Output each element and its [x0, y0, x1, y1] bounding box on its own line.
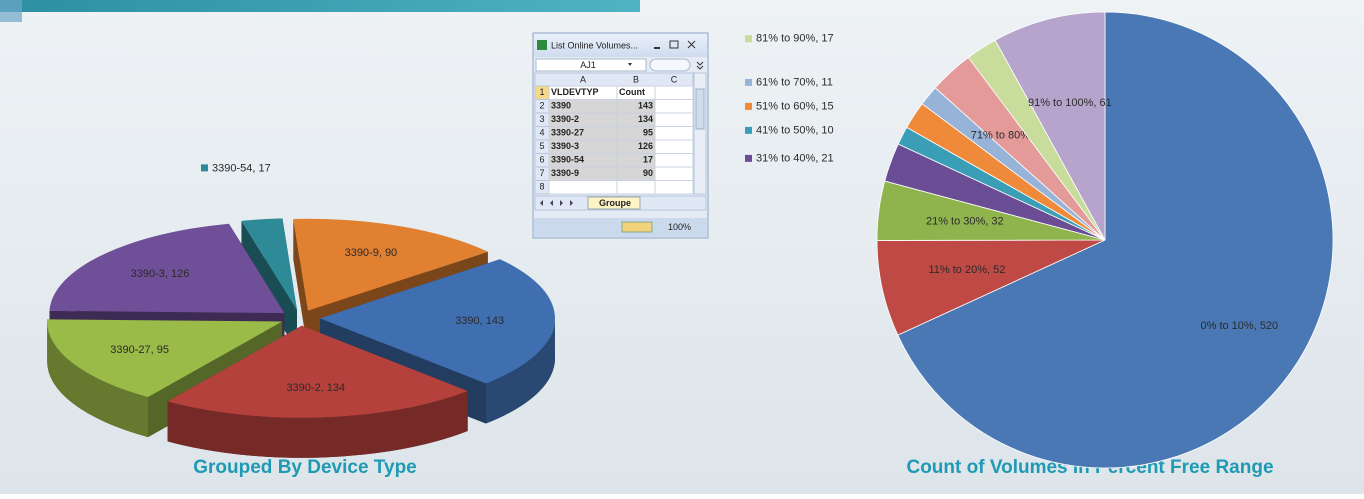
cell[interactable] [655, 181, 693, 195]
app-icon [537, 40, 547, 50]
cell[interactable] [549, 181, 617, 195]
cell-text: 3390-2 [551, 114, 579, 124]
cell[interactable] [655, 167, 693, 181]
scroll-thumb [696, 89, 704, 129]
data-label: 3390, 143 [455, 315, 504, 327]
data-label: 21% to 30%, 32 [926, 216, 1004, 228]
cell-text: 3390 [551, 101, 571, 111]
cell-text: 126 [638, 141, 653, 151]
cell-text: 95 [643, 128, 653, 138]
cell-text: 90 [643, 168, 653, 178]
cell-text: 3390-54 [551, 155, 584, 165]
cell-text: VLDEVTYP [551, 87, 599, 97]
header-row [535, 73, 693, 86]
cell[interactable] [617, 181, 655, 195]
column-header: C [671, 74, 678, 84]
legend-key [745, 35, 752, 42]
cell[interactable] [655, 100, 693, 114]
legend-key [745, 155, 752, 162]
cell[interactable] [655, 113, 693, 127]
chart-title: Grouped By Device Type [193, 457, 417, 478]
cell[interactable] [655, 127, 693, 141]
cell-text: 3390-3 [551, 141, 579, 151]
zoom-level: 100% [668, 222, 691, 232]
data-label: 0% to 10%, 520 [1201, 320, 1279, 332]
row-number: 6 [539, 155, 544, 165]
data-label: 31% to 40%, 21 [756, 152, 834, 164]
row-number: 3 [539, 114, 544, 124]
data-label: 3390-27, 95 [110, 344, 169, 356]
window-title: List Online Volumes... [551, 40, 638, 50]
data-label: 3390-2, 134 [286, 382, 345, 394]
data-label: 3390-9, 90 [345, 247, 398, 259]
minimize-button[interactable] [654, 47, 660, 49]
data-label: 41% to 50%, 10 [756, 124, 834, 136]
legend-key [201, 164, 208, 171]
data-label: 3390-3, 126 [131, 268, 190, 280]
row-number: 8 [539, 182, 544, 192]
cell[interactable] [655, 140, 693, 154]
legend-key [745, 127, 752, 134]
cell[interactable] [655, 154, 693, 168]
name-box-text: AJ1 [580, 60, 596, 70]
cell-text: 3390-27 [551, 128, 584, 138]
cell[interactable] [655, 86, 693, 100]
formula-bar[interactable] [650, 59, 690, 71]
row-number: 2 [539, 101, 544, 111]
cell-text: 143 [638, 101, 653, 111]
view-buttons [622, 222, 652, 232]
data-label: 3390-54, 17 [212, 162, 271, 174]
sheet-tab-name: Groupe [599, 198, 631, 208]
banner-icon [0, 0, 22, 22]
data-label: 91% to 100%, 61 [1028, 97, 1112, 109]
data-label: 61% to 70%, 11 [756, 76, 833, 88]
row-number: 1 [539, 87, 544, 97]
cell-text: Count [619, 87, 645, 97]
row-number: 5 [539, 141, 544, 151]
data-label: 81% to 90%, 17 [756, 33, 834, 45]
column-header: B [633, 74, 639, 84]
legend-key [745, 79, 752, 86]
data-label: 51% to 60%, 15 [756, 100, 834, 112]
page: Grouped By Device Type Count of Volumes … [0, 0, 1364, 494]
cell-text: 17 [643, 155, 653, 165]
screenshot: Grouped By Device Type Count of Volumes … [0, 0, 1364, 494]
data-label: 11% to 20%, 52 [929, 264, 1006, 276]
cell-text: 3390-9 [551, 168, 579, 178]
banner [0, 0, 640, 12]
row-number: 7 [539, 168, 544, 178]
legend-key [745, 103, 752, 110]
cell-text: 134 [638, 114, 653, 124]
excel-window: List Online Volumes... AJ1 A B C 1 2 3 4 5 6 7 8 VLDE… [533, 33, 708, 238]
column-header: A [580, 74, 586, 84]
row-number: 4 [539, 128, 544, 138]
